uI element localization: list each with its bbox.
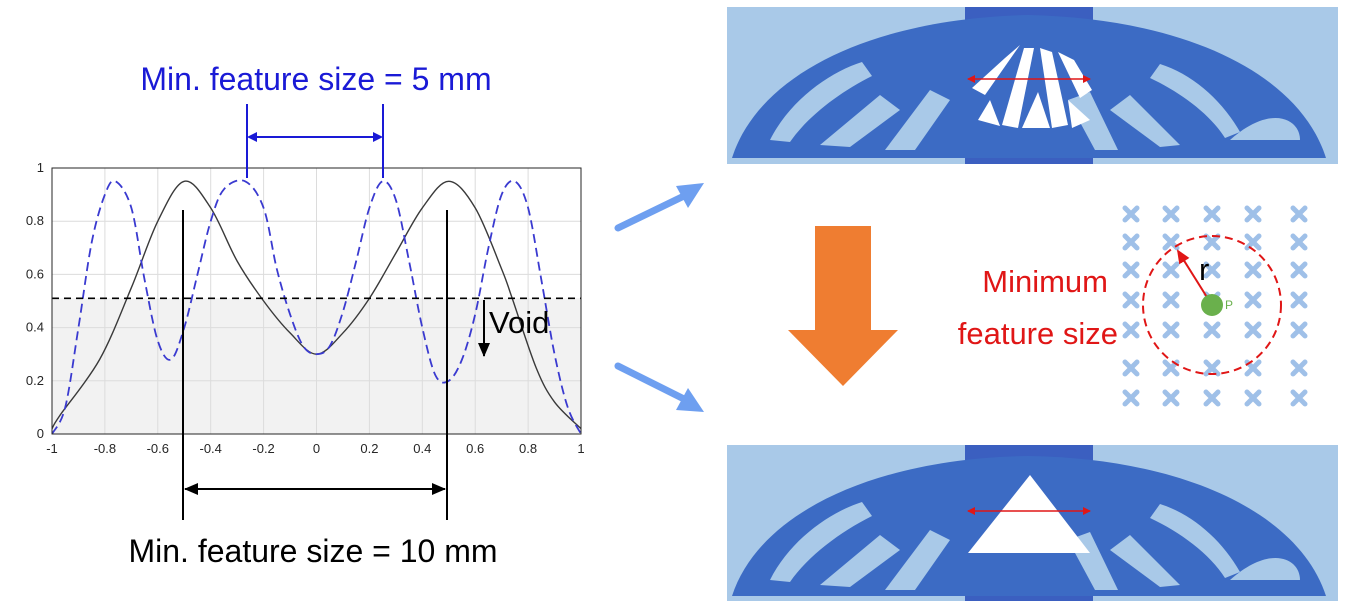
grid-node-cross bbox=[1203, 389, 1221, 407]
x-tick-label: 0.4 bbox=[413, 441, 431, 456]
grid-node-cross bbox=[1122, 233, 1140, 251]
feature-size-label: feature size bbox=[958, 316, 1118, 351]
grid-node-cross bbox=[1122, 291, 1140, 309]
filter-radius-circle bbox=[1142, 235, 1282, 375]
orange-down-arrow bbox=[788, 226, 898, 386]
min-feature-10-label: Min. feature size = 10 mm bbox=[128, 533, 497, 569]
node-grid bbox=[1122, 205, 1308, 407]
top-voids bbox=[770, 62, 1300, 150]
grid-node-cross bbox=[1122, 321, 1140, 339]
grid-node-cross bbox=[1203, 261, 1221, 279]
grid-node-cross bbox=[1162, 321, 1180, 339]
bottom-structure bbox=[727, 445, 1338, 601]
plot-frame bbox=[51, 167, 582, 435]
min-feature-5-label: Min. feature size = 5 mm bbox=[140, 61, 491, 97]
x-tick-label: -0.6 bbox=[147, 441, 169, 456]
grid-node-cross bbox=[1162, 389, 1180, 407]
series-lines bbox=[52, 179, 581, 434]
arrow-down-right-head bbox=[676, 388, 704, 412]
grid-node-cross bbox=[1122, 261, 1140, 279]
grid-node-cross bbox=[1162, 205, 1180, 223]
x-tick-label: 0.2 bbox=[360, 441, 378, 456]
grid-node-cross bbox=[1244, 261, 1262, 279]
grid-node-cross bbox=[1122, 359, 1140, 377]
grid-node-cross bbox=[1290, 261, 1308, 279]
grid-node-cross bbox=[1290, 233, 1308, 251]
grid-node-cross bbox=[1244, 233, 1262, 251]
grid-node-cross bbox=[1244, 205, 1262, 223]
grid-node-cross bbox=[1290, 359, 1308, 377]
x-tick-label: 0 bbox=[313, 441, 320, 456]
y-tick-label: 0 bbox=[37, 426, 44, 441]
y-tick-label: 1 bbox=[37, 160, 44, 175]
grid-node-cross bbox=[1203, 359, 1221, 377]
x-tick-label: 0.8 bbox=[519, 441, 537, 456]
minimum-label: Minimum bbox=[982, 264, 1108, 299]
center-node bbox=[1201, 294, 1223, 316]
grid-node-cross bbox=[1244, 291, 1262, 309]
grid-node-cross bbox=[1290, 321, 1308, 339]
grid-node-cross bbox=[1203, 205, 1221, 223]
y-tick-label: 0.4 bbox=[26, 320, 44, 335]
grid-node-cross bbox=[1290, 389, 1308, 407]
radius-arrow bbox=[1176, 249, 1211, 303]
void-label: Void bbox=[489, 305, 549, 340]
grid-node-cross bbox=[1290, 205, 1308, 223]
x-tick-label: -0.8 bbox=[94, 441, 116, 456]
grid-node-cross bbox=[1244, 389, 1262, 407]
grid-node-cross bbox=[1203, 233, 1221, 251]
arrow-down-right bbox=[614, 362, 688, 403]
grid-node-cross bbox=[1122, 389, 1140, 407]
y-tick-label: 0.6 bbox=[26, 266, 44, 281]
grid-node-cross bbox=[1290, 291, 1308, 309]
x-tick-label: 1 bbox=[577, 441, 584, 456]
grid-node-cross bbox=[1122, 205, 1140, 223]
grid-node-cross bbox=[1162, 261, 1180, 279]
arrow-up-right-head bbox=[676, 183, 704, 208]
x-tick-label: -1 bbox=[46, 441, 58, 456]
y-tick-label: 0.8 bbox=[26, 213, 44, 228]
y-tick-label: 0.2 bbox=[26, 373, 44, 388]
top-structure bbox=[727, 7, 1338, 164]
node-label: P bbox=[1225, 298, 1233, 312]
arrow-up-right bbox=[614, 192, 688, 232]
grid-node-cross bbox=[1244, 321, 1262, 339]
x-tick-label: -0.4 bbox=[199, 441, 221, 456]
dashed-series-line bbox=[52, 179, 581, 434]
x-tick-label: 0.6 bbox=[466, 441, 484, 456]
x-tick-labels: -1 -0.8 -0.6 -0.4 -0.2 0 0.2 0.4 0.6 0.8 1 bbox=[46, 441, 584, 456]
x-tick-label: -0.2 bbox=[252, 441, 274, 456]
radius-label: r bbox=[1199, 252, 1209, 287]
line-chart: -1 -0.8 -0.6 -0.4 -0.2 0 0.2 0.4 0.6 0.8 1 0 0.2 0.4… bbox=[26, 160, 585, 456]
grid-node-cross bbox=[1203, 321, 1221, 339]
grid-node-cross bbox=[1162, 291, 1180, 309]
y-tick-labels: 0 0.2 0.4 0.6 0.8 1 bbox=[26, 160, 44, 441]
